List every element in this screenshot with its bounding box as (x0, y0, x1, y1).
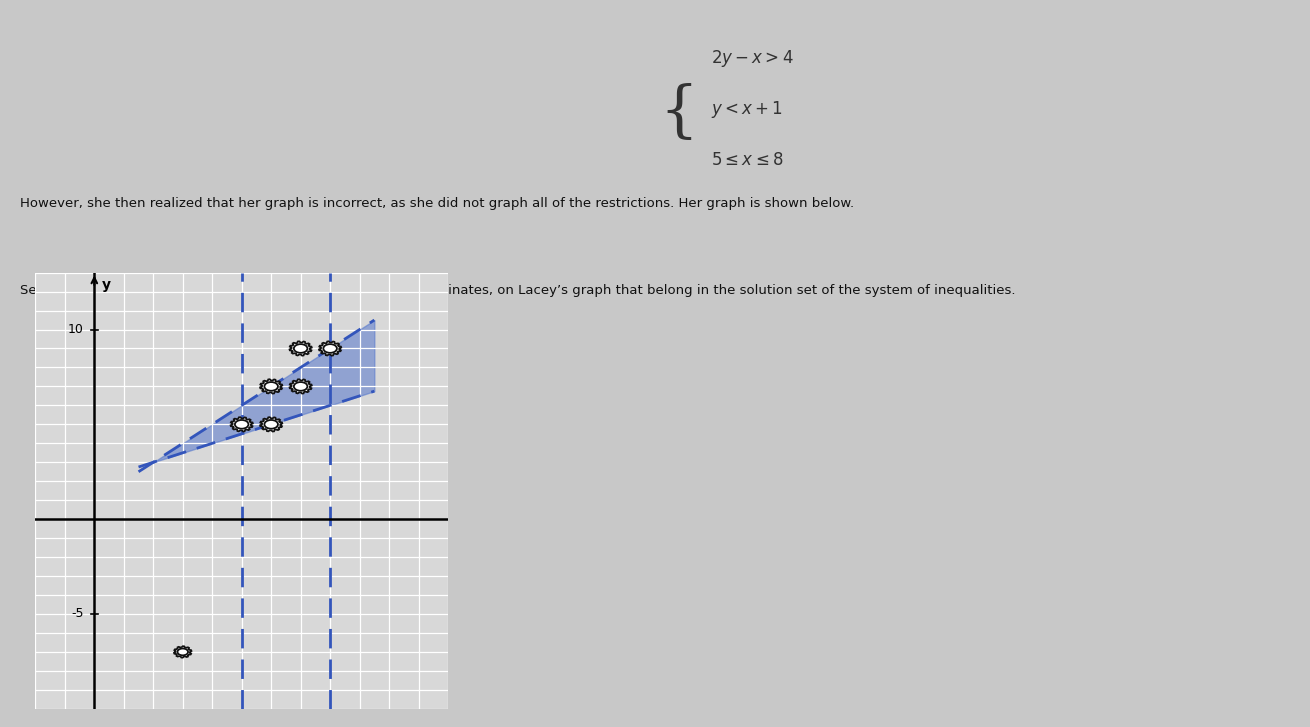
Text: {: { (659, 83, 698, 142)
Polygon shape (290, 342, 312, 356)
Polygon shape (174, 646, 191, 658)
Text: -5: -5 (72, 608, 84, 621)
Polygon shape (320, 342, 341, 356)
Text: Select all the points, all of which represent sets of integer coordinates, on La: Select all the points, all of which repr… (20, 284, 1015, 297)
Circle shape (234, 420, 249, 429)
Circle shape (293, 382, 308, 391)
Circle shape (177, 648, 189, 655)
Polygon shape (261, 379, 282, 393)
Text: However, she then realized that her graph is incorrect, as she did not graph all: However, she then realized that her grap… (20, 197, 854, 210)
Circle shape (293, 344, 308, 353)
Polygon shape (261, 417, 282, 432)
Text: $2y - x > 4$: $2y - x > 4$ (711, 48, 794, 68)
Polygon shape (231, 417, 253, 432)
Text: $y < x + 1$: $y < x + 1$ (711, 99, 783, 119)
Text: 10: 10 (68, 323, 84, 336)
Polygon shape (290, 379, 312, 393)
Circle shape (324, 344, 337, 353)
Text: $5 \leq x \leq 8$: $5 \leq x \leq 8$ (711, 151, 783, 169)
Circle shape (265, 382, 278, 391)
Text: y: y (102, 278, 110, 292)
Circle shape (265, 420, 278, 429)
